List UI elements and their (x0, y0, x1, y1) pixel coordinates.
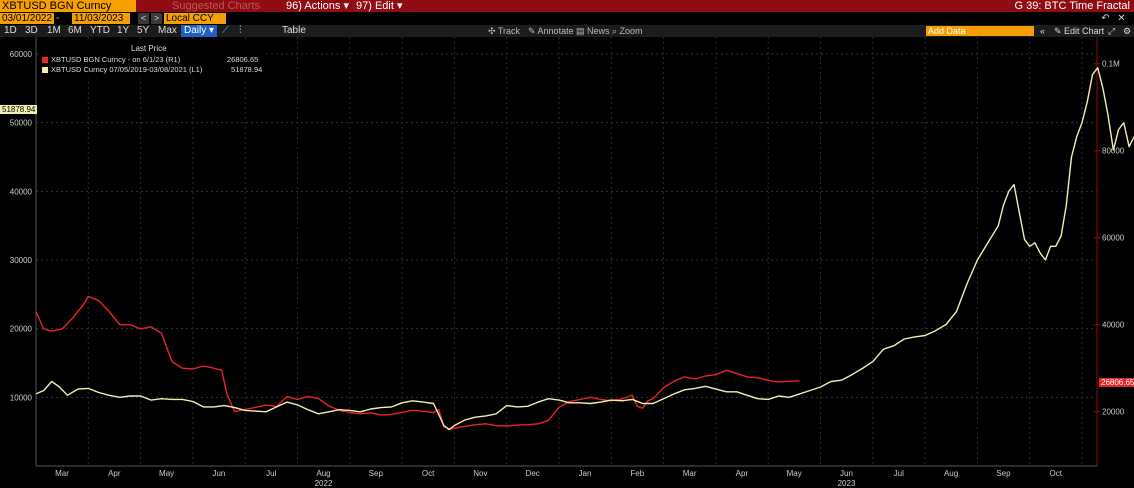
annotate-label: Annotate (537, 26, 574, 36)
edit-chart-icon: ✎ (1054, 26, 1065, 36)
month-label: Jul (894, 469, 904, 478)
month-label: Aug (944, 469, 958, 478)
table-button[interactable]: Table (282, 25, 306, 36)
month-label: Jul (266, 469, 276, 478)
series-line-cream (35, 67, 1134, 431)
news-icon: ▤ (576, 26, 588, 36)
settings-gear-icon[interactable]: ⚙ (1123, 26, 1132, 36)
month-label: May (159, 469, 174, 478)
month-label: Sep (369, 469, 384, 478)
legend-value-red: 26806.65 (227, 55, 259, 64)
undo-icon[interactable]: ↶ (1101, 13, 1110, 24)
expand-icon[interactable]: ⤢ (1108, 26, 1116, 36)
edit-chart-label: Edit Chart (1064, 26, 1105, 36)
month-label: Oct (1049, 469, 1062, 478)
legend-header: Last Price (131, 44, 167, 53)
collapse-icon[interactable]: « (1040, 26, 1046, 36)
left-last-value-tag: 51878.94 (0, 105, 38, 114)
period-3d[interactable]: 3D (25, 25, 38, 36)
left-tick-label: 10000 (10, 393, 33, 402)
left-tick-label: 60000 (10, 50, 33, 59)
ticker-field[interactable]: XBTUSD BGN Curncy (0, 0, 136, 12)
actions-menu[interactable]: 96) Actions ▾ (286, 0, 349, 12)
right-tick-label: 40000 (1102, 321, 1125, 330)
close-icon[interactable]: ✕ (1117, 13, 1126, 24)
date-controls-bar (0, 12, 1134, 25)
month-label: Mar (683, 469, 697, 478)
month-label: Jun (840, 469, 853, 478)
edit-menu[interactable]: 97) Edit ▾ (356, 0, 403, 12)
end-date-field[interactable]: 11/03/2023 (72, 13, 130, 24)
month-label: Oct (422, 469, 435, 478)
month-label: Apr (108, 469, 121, 478)
legend-item-cream[interactable]: XBTUSD Curncy 07/05/2019-03/08/2021 (L1) (42, 65, 202, 74)
start-date-field[interactable]: 03/01/2022 (0, 13, 54, 24)
series-line-red (35, 295, 800, 430)
next-arrow-icon[interactable]: > (151, 13, 162, 24)
track-icon: ✣ (488, 26, 498, 36)
legend-swatch-red (42, 57, 48, 63)
right-tick-label: 0.1M (1102, 60, 1120, 69)
month-label: May (787, 469, 802, 478)
month-label: Sep (996, 469, 1011, 478)
period-6m[interactable]: 6M (68, 25, 82, 36)
add-data-input[interactable]: Add Data (926, 26, 1034, 36)
month-label: Aug (316, 469, 330, 478)
chart-grid (36, 37, 1097, 466)
toolbar (0, 25, 1134, 37)
price-chart[interactable]: 10000 20000 30000 40000 50000 60000 20000 40000… (0, 37, 1134, 488)
date-separator: - (56, 13, 60, 24)
currency-select[interactable]: Local CCY (164, 13, 226, 24)
track-tool[interactable]: ✣ Track (488, 25, 520, 37)
left-tick-label: 50000 (10, 119, 33, 128)
period-5y[interactable]: 5Y (137, 25, 150, 36)
right-tick-label: 60000 (1102, 234, 1125, 243)
period-1y[interactable]: 1Y (117, 25, 130, 36)
annotate-tool[interactable]: ✎ Annotate (528, 25, 574, 37)
frequency-select[interactable]: Daily ▾ (181, 25, 218, 37)
zoom-icon: ⌕ (612, 26, 620, 36)
period-1d[interactable]: 1D (4, 25, 17, 36)
chart-style-icon[interactable]: ⫶ (239, 25, 242, 36)
zoom-tool[interactable]: ⌕ Zoom (612, 25, 643, 37)
line-chart-icon[interactable]: ⟋ (222, 25, 229, 36)
suggested-charts-button[interactable]: Suggested Charts (172, 0, 261, 12)
year-label: 2023 (838, 479, 856, 488)
zoom-label: Zoom (619, 26, 643, 36)
month-label: Feb (630, 469, 644, 478)
month-label: Dec (526, 469, 540, 478)
month-label: Mar (55, 469, 69, 478)
prev-arrow-icon[interactable]: < (138, 13, 149, 24)
right-tick-label: 20000 (1102, 408, 1125, 417)
header-bar (0, 0, 1134, 12)
period-1m[interactable]: 1M (47, 25, 61, 36)
chart-series (35, 67, 1134, 431)
month-label: Jan (579, 469, 592, 478)
right-tick-label: 80000 (1102, 147, 1125, 156)
left-tick-label: 20000 (10, 325, 33, 334)
legend-item-red[interactable]: XBTUSD BGN Curncy - on 6/1/23 (R1) (42, 55, 180, 64)
period-ytd[interactable]: YTD (90, 25, 110, 36)
month-label: Jun (212, 469, 225, 478)
legend-swatch-cream (42, 67, 48, 73)
month-label: Apr (736, 469, 749, 478)
legend-label-cream: XBTUSD Curncy 07/05/2019-03/08/2021 (L1) (51, 65, 203, 74)
annotate-icon: ✎ (528, 26, 538, 36)
legend-value-cream: 51878.94 (231, 65, 263, 74)
left-tick-label: 40000 (10, 187, 33, 196)
edit-chart-button[interactable]: ✎ Edit Chart (1054, 25, 1104, 37)
news-label: News (587, 26, 610, 36)
left-tick-label: 30000 (10, 256, 33, 265)
period-max[interactable]: Max (158, 25, 177, 36)
right-last-value-tag: 26806.65 (1099, 378, 1134, 387)
legend-label-red: XBTUSD BGN Curncy - on 6/1/23 (R1) (51, 55, 181, 64)
graph-title: G 39: BTC Time Fractal (1014, 0, 1130, 12)
year-label: 2022 (315, 479, 333, 488)
track-label: Track (497, 26, 521, 36)
chart-legend: Last Price XBTUSD BGN Curncy - on 6/1/23… (38, 42, 264, 78)
chart-labels: 10000 20000 30000 40000 50000 60000 20000 40000… (10, 50, 1125, 488)
month-label: Nov (473, 469, 487, 478)
news-tool[interactable]: ▤ News (576, 25, 610, 37)
